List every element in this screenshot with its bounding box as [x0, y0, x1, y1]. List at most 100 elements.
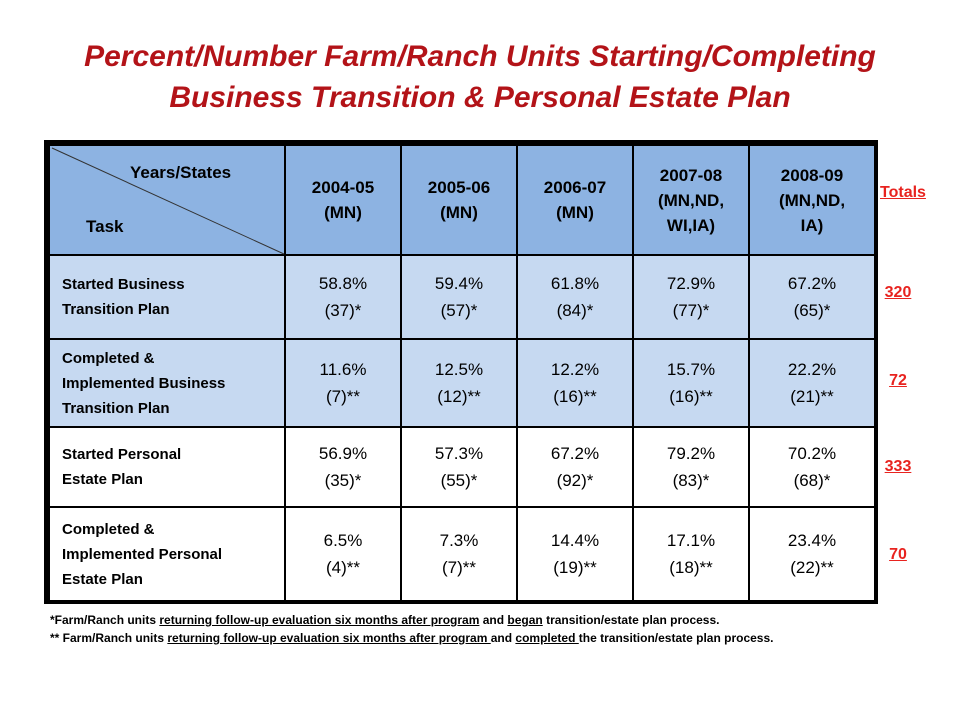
cell-count: (55)*	[440, 471, 478, 490]
diagonal-divider	[51, 147, 285, 255]
table-row: Completed & Implemented Business Transit…	[48, 338, 876, 428]
table-cell: 70.2% (68)*	[748, 426, 876, 508]
table-row: Started Business Transition Plan 58.8% (3…	[48, 254, 876, 340]
column-header-line: (MN)	[440, 203, 478, 222]
table-cell: 79.2% (83)*	[632, 426, 750, 508]
total-value: 70	[889, 546, 907, 563]
cell-percent: 58.8%	[318, 274, 368, 293]
totals-heading: Totals	[880, 184, 926, 201]
column-header: 2005-06 (MN)	[400, 144, 518, 256]
table-cell: 14.4% (19)**	[516, 506, 634, 602]
task-label: Task	[86, 217, 124, 236]
row-label: Started Personal Estate Plan	[48, 426, 286, 508]
cell-percent: 59.4%	[434, 274, 484, 293]
cell-count: (21)**	[790, 387, 834, 406]
column-header-line: WI,IA)	[666, 215, 716, 235]
footnote-1: *Farm/Ranch units returning follow-up ev…	[50, 612, 719, 628]
row-label-line: Estate Plan	[62, 471, 143, 488]
cell-percent: 72.9%	[666, 274, 716, 293]
column-header-line: IA)	[800, 215, 824, 235]
data-table: Years/States Task 2004-05 (MN) 2005-06 (…	[48, 144, 876, 602]
row-label: Completed & Implemented Business Transit…	[48, 338, 286, 428]
total-value: 333	[884, 458, 912, 475]
footnote-text: *Farm/Ranch units	[50, 613, 160, 627]
column-header: 2007-08 (MN,ND, WI,IA)	[632, 144, 750, 256]
row-label-line: Implemented Personal	[62, 545, 223, 563]
footnote-underlined-text: returning follow-up evaluation six month…	[159, 613, 480, 627]
footnote-underlined-text: completed	[515, 631, 579, 645]
cell-count: (57)*	[440, 301, 478, 320]
cell-percent: 70.2%	[787, 444, 837, 463]
table-cell: 58.8% (37)*	[284, 254, 402, 340]
footnote-text: and	[479, 613, 508, 627]
column-header: 2004-05 (MN)	[284, 144, 402, 256]
column-header-line: 2004-05	[311, 178, 375, 197]
column-header-line: (MN)	[324, 203, 362, 222]
table-cell: 67.2% (65)*	[748, 254, 876, 340]
table-cell: 6.5% (4)**	[284, 506, 402, 602]
table-row: Started Personal Estate Plan 56.9% (35)* …	[48, 426, 876, 508]
slide-title: Percent/Number Farm/Ranch Units Starting…	[0, 36, 960, 118]
footnote-text: ** Farm/Ranch units	[50, 631, 168, 645]
column-header-line: 2005-06	[427, 178, 491, 197]
footnote-text: transition/estate plan process.	[542, 613, 720, 627]
table-cell: 23.4% (22)**	[748, 506, 876, 602]
cell-count: (92)*	[556, 471, 594, 490]
cell-percent: 23.4%	[787, 531, 837, 550]
cell-percent: 7.3%	[439, 531, 479, 550]
table-cell: 15.7% (16)**	[632, 338, 750, 428]
cell-count: (12)**	[437, 387, 481, 406]
row-label-line: Started Business	[62, 276, 185, 293]
table-cell: 57.3% (55)*	[400, 426, 518, 508]
title-line-1: Percent/Number Farm/Ranch Units Starting…	[84, 40, 876, 73]
column-header-line: 2007-08	[659, 165, 723, 185]
header-row: Years/States Task 2004-05 (MN) 2005-06 (…	[48, 144, 876, 256]
table-cell: 12.2% (16)**	[516, 338, 634, 428]
cell-count: (4)**	[325, 558, 360, 577]
row-label-line: Implemented Business	[62, 374, 226, 392]
table-cell: 12.5% (12)**	[400, 338, 518, 428]
corner-header-cell: Years/States Task	[48, 144, 286, 256]
cell-count: (16)**	[669, 387, 713, 406]
cell-count: (68)*	[793, 471, 831, 490]
cell-count: (19)**	[553, 558, 597, 577]
table-cell: 59.4% (57)*	[400, 254, 518, 340]
cell-count: (37)*	[324, 301, 362, 320]
footnote-text: and	[490, 631, 516, 645]
table-cell: 56.9% (35)*	[284, 426, 402, 508]
cell-percent: 56.9%	[318, 444, 368, 463]
cell-count: (18)**	[669, 558, 713, 577]
column-header: 2008-09 (MN,ND, IA)	[748, 144, 876, 256]
cell-percent: 22.2%	[787, 360, 837, 379]
footnote-underlined-text: began	[507, 613, 543, 627]
cell-percent: 61.8%	[550, 274, 600, 293]
table-row: Completed & Implemented Personal Estate …	[48, 506, 876, 602]
row-label-line: Started Personal	[62, 446, 182, 463]
cell-count: (77)*	[672, 301, 710, 320]
column-header-line: (MN,ND,	[778, 190, 846, 210]
row-label-line: Completed &	[62, 520, 155, 538]
cell-count: (35)*	[324, 471, 362, 490]
table-cell: 17.1% (18)**	[632, 506, 750, 602]
table-cell: 7.3% (7)**	[400, 506, 518, 602]
total-value: 72	[889, 372, 907, 389]
footnote-underlined-text: returning follow-up evaluation six month…	[167, 631, 491, 645]
cell-count: (65)*	[793, 301, 831, 320]
table-cell: 72.9% (77)*	[632, 254, 750, 340]
column-header-line: 2008-09	[780, 165, 844, 185]
title-line-2: Business Transition & Personal Estate Pl…	[169, 81, 791, 114]
cell-percent: 6.5%	[323, 531, 363, 550]
cell-percent: 14.4%	[550, 531, 600, 550]
cell-count: (84)*	[556, 301, 594, 320]
years-states-label: Years/States	[130, 163, 232, 182]
cell-count: (83)*	[672, 471, 710, 490]
footnote-text: the transition/estate plan process.	[578, 631, 774, 645]
table-cell: 61.8% (84)*	[516, 254, 634, 340]
column-header-line: (MN)	[556, 203, 594, 222]
cell-percent: 15.7%	[666, 360, 716, 379]
column-header-line: 2006-07	[543, 178, 607, 197]
cell-percent: 57.3%	[434, 444, 484, 463]
cell-percent: 12.5%	[434, 360, 484, 379]
table-cell: 22.2% (21)**	[748, 338, 876, 428]
row-label-line: Transition Plan	[62, 399, 170, 417]
